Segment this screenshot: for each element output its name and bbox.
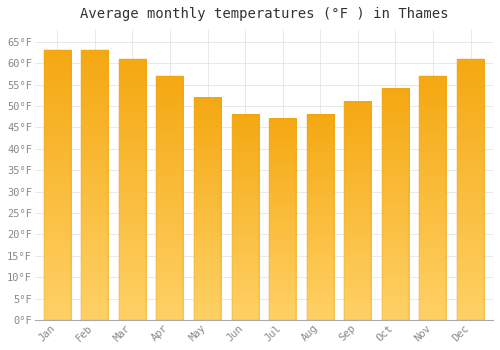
Bar bbox=[420, 76, 446, 320]
Bar bbox=[457, 59, 484, 320]
Bar bbox=[119, 59, 146, 320]
Bar bbox=[306, 114, 334, 320]
Bar bbox=[44, 50, 71, 320]
Bar bbox=[194, 98, 221, 320]
Bar bbox=[232, 114, 258, 320]
Bar bbox=[82, 50, 108, 320]
Title: Average monthly temperatures (°F ) in Thames: Average monthly temperatures (°F ) in Th… bbox=[80, 7, 448, 21]
Bar bbox=[269, 119, 296, 320]
Bar bbox=[344, 102, 372, 320]
Bar bbox=[156, 76, 184, 320]
Bar bbox=[382, 89, 409, 320]
